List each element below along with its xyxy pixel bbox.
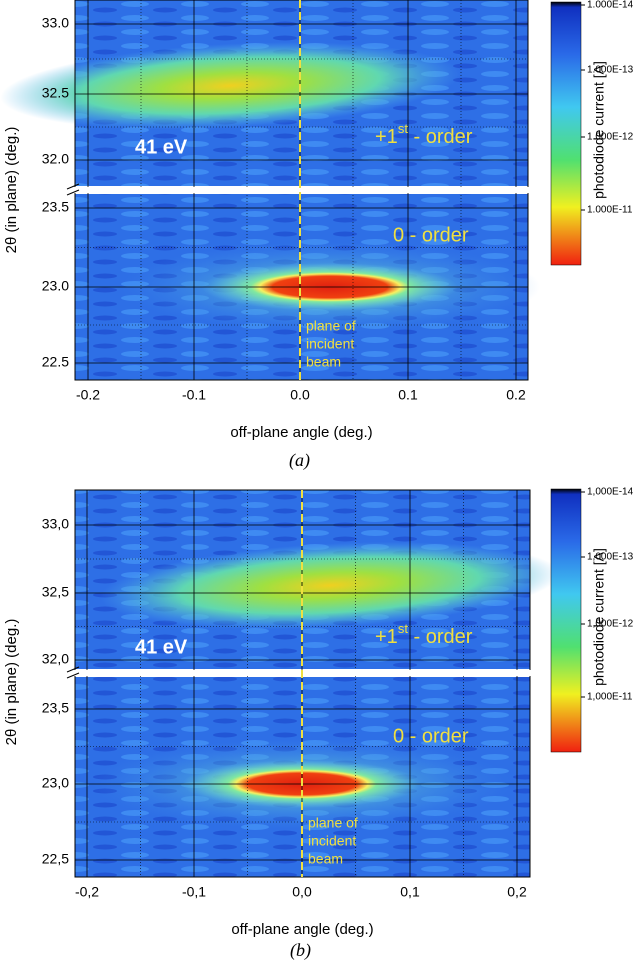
y-tick-label: 23.0	[42, 278, 69, 294]
caption: (a)	[289, 450, 310, 471]
order-1-label: +1st - order	[375, 621, 473, 648]
beam-label: plane of	[306, 318, 356, 334]
y-tick-label: 22,5	[42, 851, 69, 867]
colorbar	[550, 1, 582, 266]
x-tick-label: 0,0	[292, 884, 312, 900]
y-tick-label: 32.5	[42, 85, 69, 101]
x-tick-label: 0.0	[290, 387, 310, 403]
order-1-part: - order	[408, 126, 473, 148]
colorbar-label: 1.000E-12	[587, 132, 634, 143]
heatmap-band	[100, 541, 560, 630]
y-tick-label: 33,0	[42, 516, 69, 532]
colorbar-label: 1.000E-11	[587, 205, 633, 216]
beam-label: plane of	[308, 815, 358, 831]
axis-break-gap	[69, 187, 534, 193]
x-axis-title: off-plane angle (deg.)	[230, 424, 372, 441]
y-tick-label: 23.5	[42, 199, 69, 215]
x-tick-label: 0.2	[506, 387, 526, 403]
x-tick-label: 0.1	[398, 387, 418, 403]
energy-label: 41 eV	[135, 636, 188, 658]
order-1-part: st	[398, 121, 409, 136]
order-1-part: +1	[375, 626, 398, 648]
y-tick-label: 22.5	[42, 354, 69, 370]
y-tick-label: 32,5	[42, 584, 69, 600]
y-tick-label: 23,0	[42, 775, 69, 791]
beam-label: incident	[308, 833, 356, 849]
colorbar-label: 1,000E-13	[587, 552, 634, 563]
heatmap-band	[0, 42, 460, 130]
y-axis-title: 2θ (in plane) (deg.)	[3, 127, 20, 254]
caption: (b)	[290, 940, 311, 961]
order-1-part: - order	[408, 626, 473, 648]
colorbar-label: 1,000E-12	[587, 619, 634, 630]
order-1-label: +1st - order	[375, 121, 473, 148]
y-tick-label: 33.0	[42, 15, 69, 31]
colorbar-title: photodiode current [A]	[591, 61, 607, 199]
beam-label: incident	[306, 336, 354, 352]
panel: -0,2 -0,1 0,0 0,1 0,2 33,0 32,5 32,0 23,5 23,0 22,…	[3, 487, 634, 961]
x-tick-label: 0,1	[400, 884, 420, 900]
x-tick-label: -0.2	[76, 387, 100, 403]
x-tick-label: -0.1	[182, 387, 206, 403]
break-mark	[66, 666, 80, 679]
colorbar-label: 1.000E-14	[587, 0, 634, 11]
beam-label: beam	[306, 354, 341, 370]
y-tick-label: 23,5	[42, 700, 69, 716]
x-axis-title: off-plane angle (deg.)	[231, 921, 373, 938]
energy-label: 41 eV	[135, 136, 188, 158]
x-tick-label: -0,2	[75, 884, 99, 900]
y-axis-title: 2θ (in plane) (deg.)	[3, 619, 20, 746]
y-tick-label: 32,0	[42, 651, 69, 667]
order-1-part: st	[398, 621, 409, 636]
order-1-part: +1	[375, 126, 398, 148]
order-0-label: 0 - order	[393, 224, 469, 246]
y-tick-label: 32.0	[42, 151, 69, 167]
colorbar-label: 1,000E-14	[587, 487, 634, 498]
beam-label: beam	[308, 851, 343, 867]
break-mark	[66, 183, 80, 196]
colorbar-label: 1,000E-11	[587, 692, 633, 703]
colorbar	[550, 488, 582, 753]
order-0-label: 0 - order	[393, 725, 469, 747]
x-tick-label: -0,1	[182, 884, 206, 900]
colorbar-label: 1.000E-13	[587, 65, 634, 76]
x-tick-label: 0,2	[507, 884, 527, 900]
colorbar-title: photodiode current [A]	[591, 548, 607, 686]
panel: -0.2 -0.1 0.0 0.1 0.2 33.0 32.5 32.0 23.5 23.0 22.…	[0, 0, 634, 471]
